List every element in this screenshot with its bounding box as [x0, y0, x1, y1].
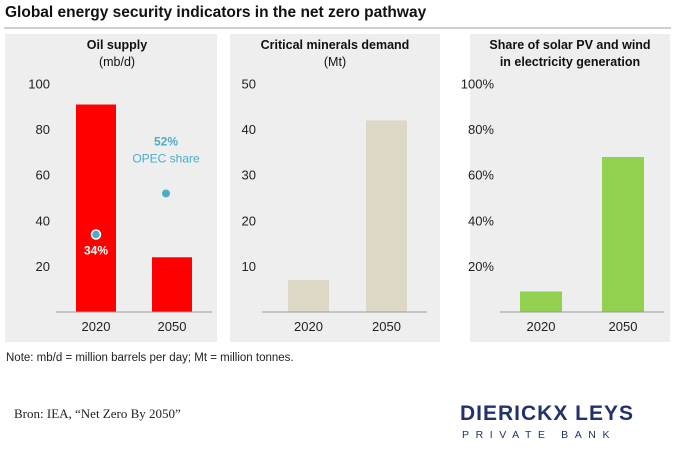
chart-title-oil: Oil supply	[87, 38, 147, 52]
y-tick-label-minerals: 20	[242, 213, 256, 228]
x-tick-label-minerals: 2020	[294, 319, 323, 334]
brand-logo-subtitle: PRIVATE BANK	[462, 429, 617, 441]
y-tick-label-oil: 40	[36, 213, 50, 228]
y-tick-label-solar: 60%	[468, 168, 494, 183]
x-tick-label-oil: 2050	[158, 319, 187, 334]
y-tick-label-solar: 20%	[468, 259, 494, 274]
source-citation: Bron: IEA, “Net Zero By 2050”	[14, 406, 181, 421]
bar-solar-2020	[520, 291, 562, 312]
chart-subtitle-minerals: (Mt)	[324, 55, 346, 69]
opec-share-point-2050	[162, 189, 170, 198]
y-tick-label-solar: 100%	[461, 77, 495, 92]
opec-share-label-2020: 34%	[84, 243, 108, 257]
panel-minerals	[230, 34, 440, 342]
opec-share-point-2020	[90, 229, 102, 240]
chart-subtitle-solar: in electricity generation	[500, 55, 640, 69]
opec-share-legend: OPEC share	[132, 151, 200, 165]
chart-title-minerals: Critical minerals demand	[261, 38, 410, 52]
y-tick-label-minerals: 40	[242, 122, 256, 137]
title-divider	[4, 27, 671, 29]
bar-solar-2050	[602, 156, 644, 312]
bar-oil-2050	[152, 257, 192, 312]
bar-minerals-2020	[288, 280, 329, 312]
bar-oil-2020	[76, 104, 116, 313]
x-tick-label-solar: 2020	[527, 319, 556, 334]
y-tick-label-oil: 60	[36, 168, 50, 183]
x-tick-label-solar: 2050	[609, 319, 638, 334]
y-tick-label-oil: 20	[36, 259, 50, 274]
y-tick-label-minerals: 50	[242, 77, 256, 92]
bar-minerals-2050	[366, 120, 407, 312]
opec-share-label-2050: 52%	[154, 134, 178, 148]
chart-title-solar: Share of solar PV and wind	[489, 38, 650, 52]
y-tick-label-minerals: 10	[242, 259, 256, 274]
page-title: Global energy security indicators in the…	[5, 4, 427, 21]
y-tick-label-oil: 100	[28, 77, 50, 92]
x-tick-label-oil: 2020	[82, 319, 111, 334]
y-tick-label-solar: 80%	[468, 122, 494, 137]
chart-subtitle-oil: (mb/d)	[99, 55, 135, 69]
brand-logo-name: DIERICKX LEYS	[460, 402, 635, 425]
footnote: Note: mb/d = million barrels per day; Mt…	[6, 352, 294, 364]
y-tick-label-oil: 80	[36, 122, 50, 137]
x-tick-label-minerals: 2050	[372, 319, 401, 334]
y-tick-label-minerals: 30	[242, 168, 256, 183]
y-tick-label-solar: 40%	[468, 213, 494, 228]
